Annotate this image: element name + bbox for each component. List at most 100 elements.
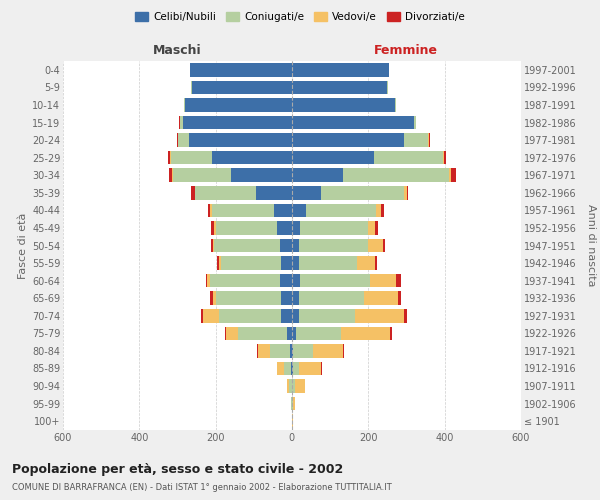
- Bar: [429, 133, 430, 147]
- Bar: [280, 274, 292, 287]
- Bar: [281, 292, 292, 305]
- Bar: [290, 344, 292, 358]
- Bar: [375, 221, 378, 235]
- Bar: [201, 309, 203, 322]
- Bar: [191, 186, 194, 200]
- Bar: [281, 309, 292, 322]
- Y-axis label: Fasce di età: Fasce di età: [17, 212, 28, 278]
- Bar: [211, 238, 212, 252]
- Bar: [341, 326, 391, 340]
- Bar: [374, 151, 443, 164]
- Bar: [299, 309, 355, 322]
- Bar: [281, 256, 292, 270]
- Bar: [292, 238, 299, 252]
- Bar: [375, 256, 377, 270]
- Bar: [221, 256, 281, 270]
- Bar: [428, 133, 429, 147]
- Bar: [168, 151, 170, 164]
- Bar: [343, 344, 344, 358]
- Bar: [414, 116, 416, 130]
- Bar: [292, 414, 293, 428]
- Bar: [292, 309, 299, 322]
- Bar: [451, 168, 456, 182]
- Bar: [404, 186, 407, 200]
- Bar: [274, 204, 292, 217]
- Bar: [277, 362, 284, 376]
- Bar: [300, 221, 368, 235]
- Bar: [280, 238, 292, 252]
- Bar: [170, 151, 212, 164]
- Bar: [404, 133, 428, 147]
- Bar: [291, 362, 292, 376]
- Bar: [395, 274, 401, 287]
- Bar: [289, 379, 292, 393]
- Bar: [231, 168, 292, 182]
- Bar: [191, 80, 192, 94]
- Bar: [292, 63, 389, 76]
- Bar: [292, 116, 414, 130]
- Bar: [292, 221, 300, 235]
- Bar: [220, 309, 281, 322]
- Bar: [387, 80, 388, 94]
- Bar: [180, 116, 183, 130]
- Bar: [194, 186, 196, 200]
- Bar: [292, 362, 293, 376]
- Bar: [287, 326, 292, 340]
- Text: Femmine: Femmine: [374, 44, 439, 58]
- Bar: [292, 397, 293, 410]
- Bar: [292, 204, 307, 217]
- Bar: [179, 116, 180, 130]
- Bar: [292, 98, 395, 112]
- Bar: [292, 151, 374, 164]
- Bar: [225, 326, 226, 340]
- Bar: [381, 204, 384, 217]
- Bar: [292, 379, 295, 393]
- Bar: [211, 221, 214, 235]
- Bar: [256, 186, 292, 200]
- Bar: [215, 221, 277, 235]
- Bar: [343, 168, 449, 182]
- Text: Maschi: Maschi: [153, 44, 202, 58]
- Bar: [300, 274, 370, 287]
- Bar: [190, 63, 292, 76]
- Bar: [299, 362, 321, 376]
- Bar: [196, 186, 256, 200]
- Bar: [292, 256, 299, 270]
- Bar: [277, 221, 292, 235]
- Bar: [270, 344, 290, 358]
- Bar: [443, 151, 444, 164]
- Y-axis label: Anni di nascita: Anni di nascita: [586, 204, 596, 287]
- Bar: [257, 344, 258, 358]
- Bar: [370, 274, 395, 287]
- Bar: [210, 274, 280, 287]
- Bar: [383, 238, 385, 252]
- Bar: [293, 362, 299, 376]
- Bar: [391, 326, 392, 340]
- Bar: [178, 133, 189, 147]
- Bar: [238, 326, 287, 340]
- Bar: [295, 379, 305, 393]
- Bar: [212, 292, 215, 305]
- Bar: [364, 292, 398, 305]
- Bar: [292, 344, 293, 358]
- Bar: [444, 151, 446, 164]
- Bar: [208, 204, 210, 217]
- Bar: [291, 397, 292, 410]
- Bar: [217, 256, 220, 270]
- Bar: [292, 274, 300, 287]
- Bar: [258, 344, 270, 358]
- Bar: [189, 133, 292, 147]
- Bar: [172, 168, 173, 182]
- Bar: [169, 168, 172, 182]
- Bar: [299, 256, 357, 270]
- Bar: [287, 379, 289, 393]
- Bar: [357, 256, 375, 270]
- Bar: [299, 238, 368, 252]
- Text: COMUNE DI BARRAFRANCA (EN) - Dati ISTAT 1° gennaio 2002 - Elaborazione TUTTITALI: COMUNE DI BARRAFRANCA (EN) - Dati ISTAT …: [12, 482, 392, 492]
- Bar: [299, 292, 364, 305]
- Bar: [368, 221, 375, 235]
- Bar: [292, 80, 387, 94]
- Bar: [210, 292, 212, 305]
- Bar: [184, 98, 185, 112]
- Bar: [192, 80, 292, 94]
